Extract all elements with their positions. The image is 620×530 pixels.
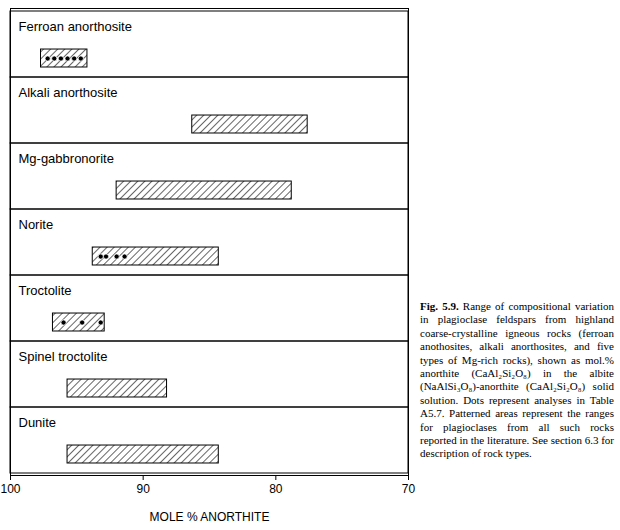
svg-text:Alkali anorthosite: Alkali anorthosite: [19, 85, 118, 100]
svg-text:100: 100: [0, 482, 20, 496]
svg-text:Mg-gabbronorite: Mg-gabbronorite: [19, 151, 114, 166]
svg-text:Ferroan anorthosite: Ferroan anorthosite: [19, 19, 132, 34]
svg-text:Spinel troctolite: Spinel troctolite: [19, 349, 108, 364]
svg-text:70: 70: [402, 482, 416, 496]
svg-text:90: 90: [136, 482, 150, 496]
html-text:Fig. 5.9. Range of composition: Fig. 5.9. Range of compositional variati…: [420, 300, 614, 460]
svg-text:Troctolite: Troctolite: [19, 283, 72, 298]
svg-text:80: 80: [269, 482, 283, 496]
svg-text:Norite: Norite: [19, 217, 54, 232]
svg-text:Dunite: Dunite: [19, 415, 57, 430]
svg-text:MOLE % ANORTHITE: MOLE % ANORTHITE: [150, 510, 270, 524]
